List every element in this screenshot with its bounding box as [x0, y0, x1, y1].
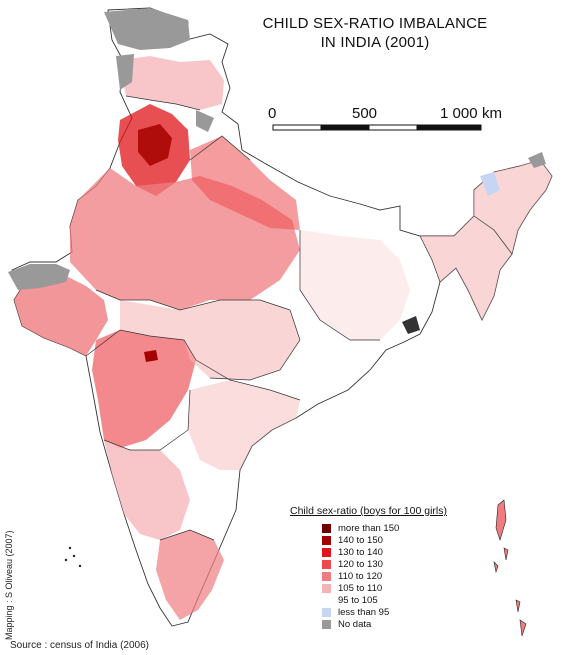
state-boundaries	[85, 95, 513, 541]
region-kashmir-grey-west	[116, 54, 134, 90]
legend-swatch	[322, 584, 331, 593]
legend-swatch	[322, 536, 331, 545]
legend-label: 120 to 130	[338, 559, 383, 570]
region-tamilnadu	[156, 530, 224, 620]
legend-swatch	[322, 548, 331, 557]
andaman-nicobar-islands	[493, 499, 527, 637]
map-title-line-1: CHILD SEX-RATIO IMBALANCE	[262, 15, 488, 32]
region-gujarat	[14, 276, 108, 356]
legend-swatch	[322, 572, 331, 581]
scale-tick-500: 500	[352, 105, 378, 122]
scale-tick-1000: 1 000	[440, 105, 478, 122]
legend-label: 140 to 150	[338, 535, 383, 546]
mapping-credit: Mapping : S Oliveau (2007)	[4, 530, 14, 640]
region-andhra	[188, 380, 300, 470]
legend-swatch	[322, 620, 331, 629]
region-punjab-core	[138, 124, 172, 166]
region-maharashtra	[92, 330, 196, 448]
map-title-line-2: IN INDIA (2001)	[320, 34, 430, 51]
region-karnataka	[104, 440, 190, 540]
legend-label: 110 to 120	[338, 571, 383, 582]
region-kashmir-grey-east	[196, 110, 214, 132]
region-northeast	[420, 160, 552, 320]
legend-label: 130 to 140	[338, 547, 383, 558]
legend-title: Child sex-ratio (boys for 100 girls)	[290, 505, 447, 517]
legend-label: less than 95	[338, 607, 390, 618]
region-northeast-grey	[528, 152, 546, 168]
scale-tick-0: 0	[268, 105, 277, 122]
region-gujarat-kutch-grey	[8, 264, 70, 290]
region-central-pink	[120, 300, 300, 380]
legend-swatch	[322, 560, 331, 569]
lakshadweep-islands	[64, 546, 82, 568]
legend-label: 105 to 110	[338, 583, 383, 594]
legend-swatch	[322, 596, 331, 605]
region-kashmir	[120, 56, 224, 110]
region-northeast-blue	[480, 172, 500, 196]
scale-unit: km	[482, 105, 502, 122]
region-maharashtra-dark	[144, 350, 158, 362]
scale-bar	[272, 124, 482, 131]
legend-label: 95 to 105	[338, 595, 378, 606]
region-upper-gangetic	[190, 136, 300, 230]
legend-swatch	[322, 608, 331, 617]
source-note: Source : census of India (2006)	[10, 640, 149, 651]
region-kashmir-grey-north	[104, 8, 190, 50]
region-east-specks	[300, 230, 410, 340]
sundarbans-coast	[402, 316, 420, 334]
legend-swatch	[322, 524, 331, 533]
legend-label: No data	[338, 619, 372, 630]
legend-label: more than 150	[338, 523, 400, 534]
